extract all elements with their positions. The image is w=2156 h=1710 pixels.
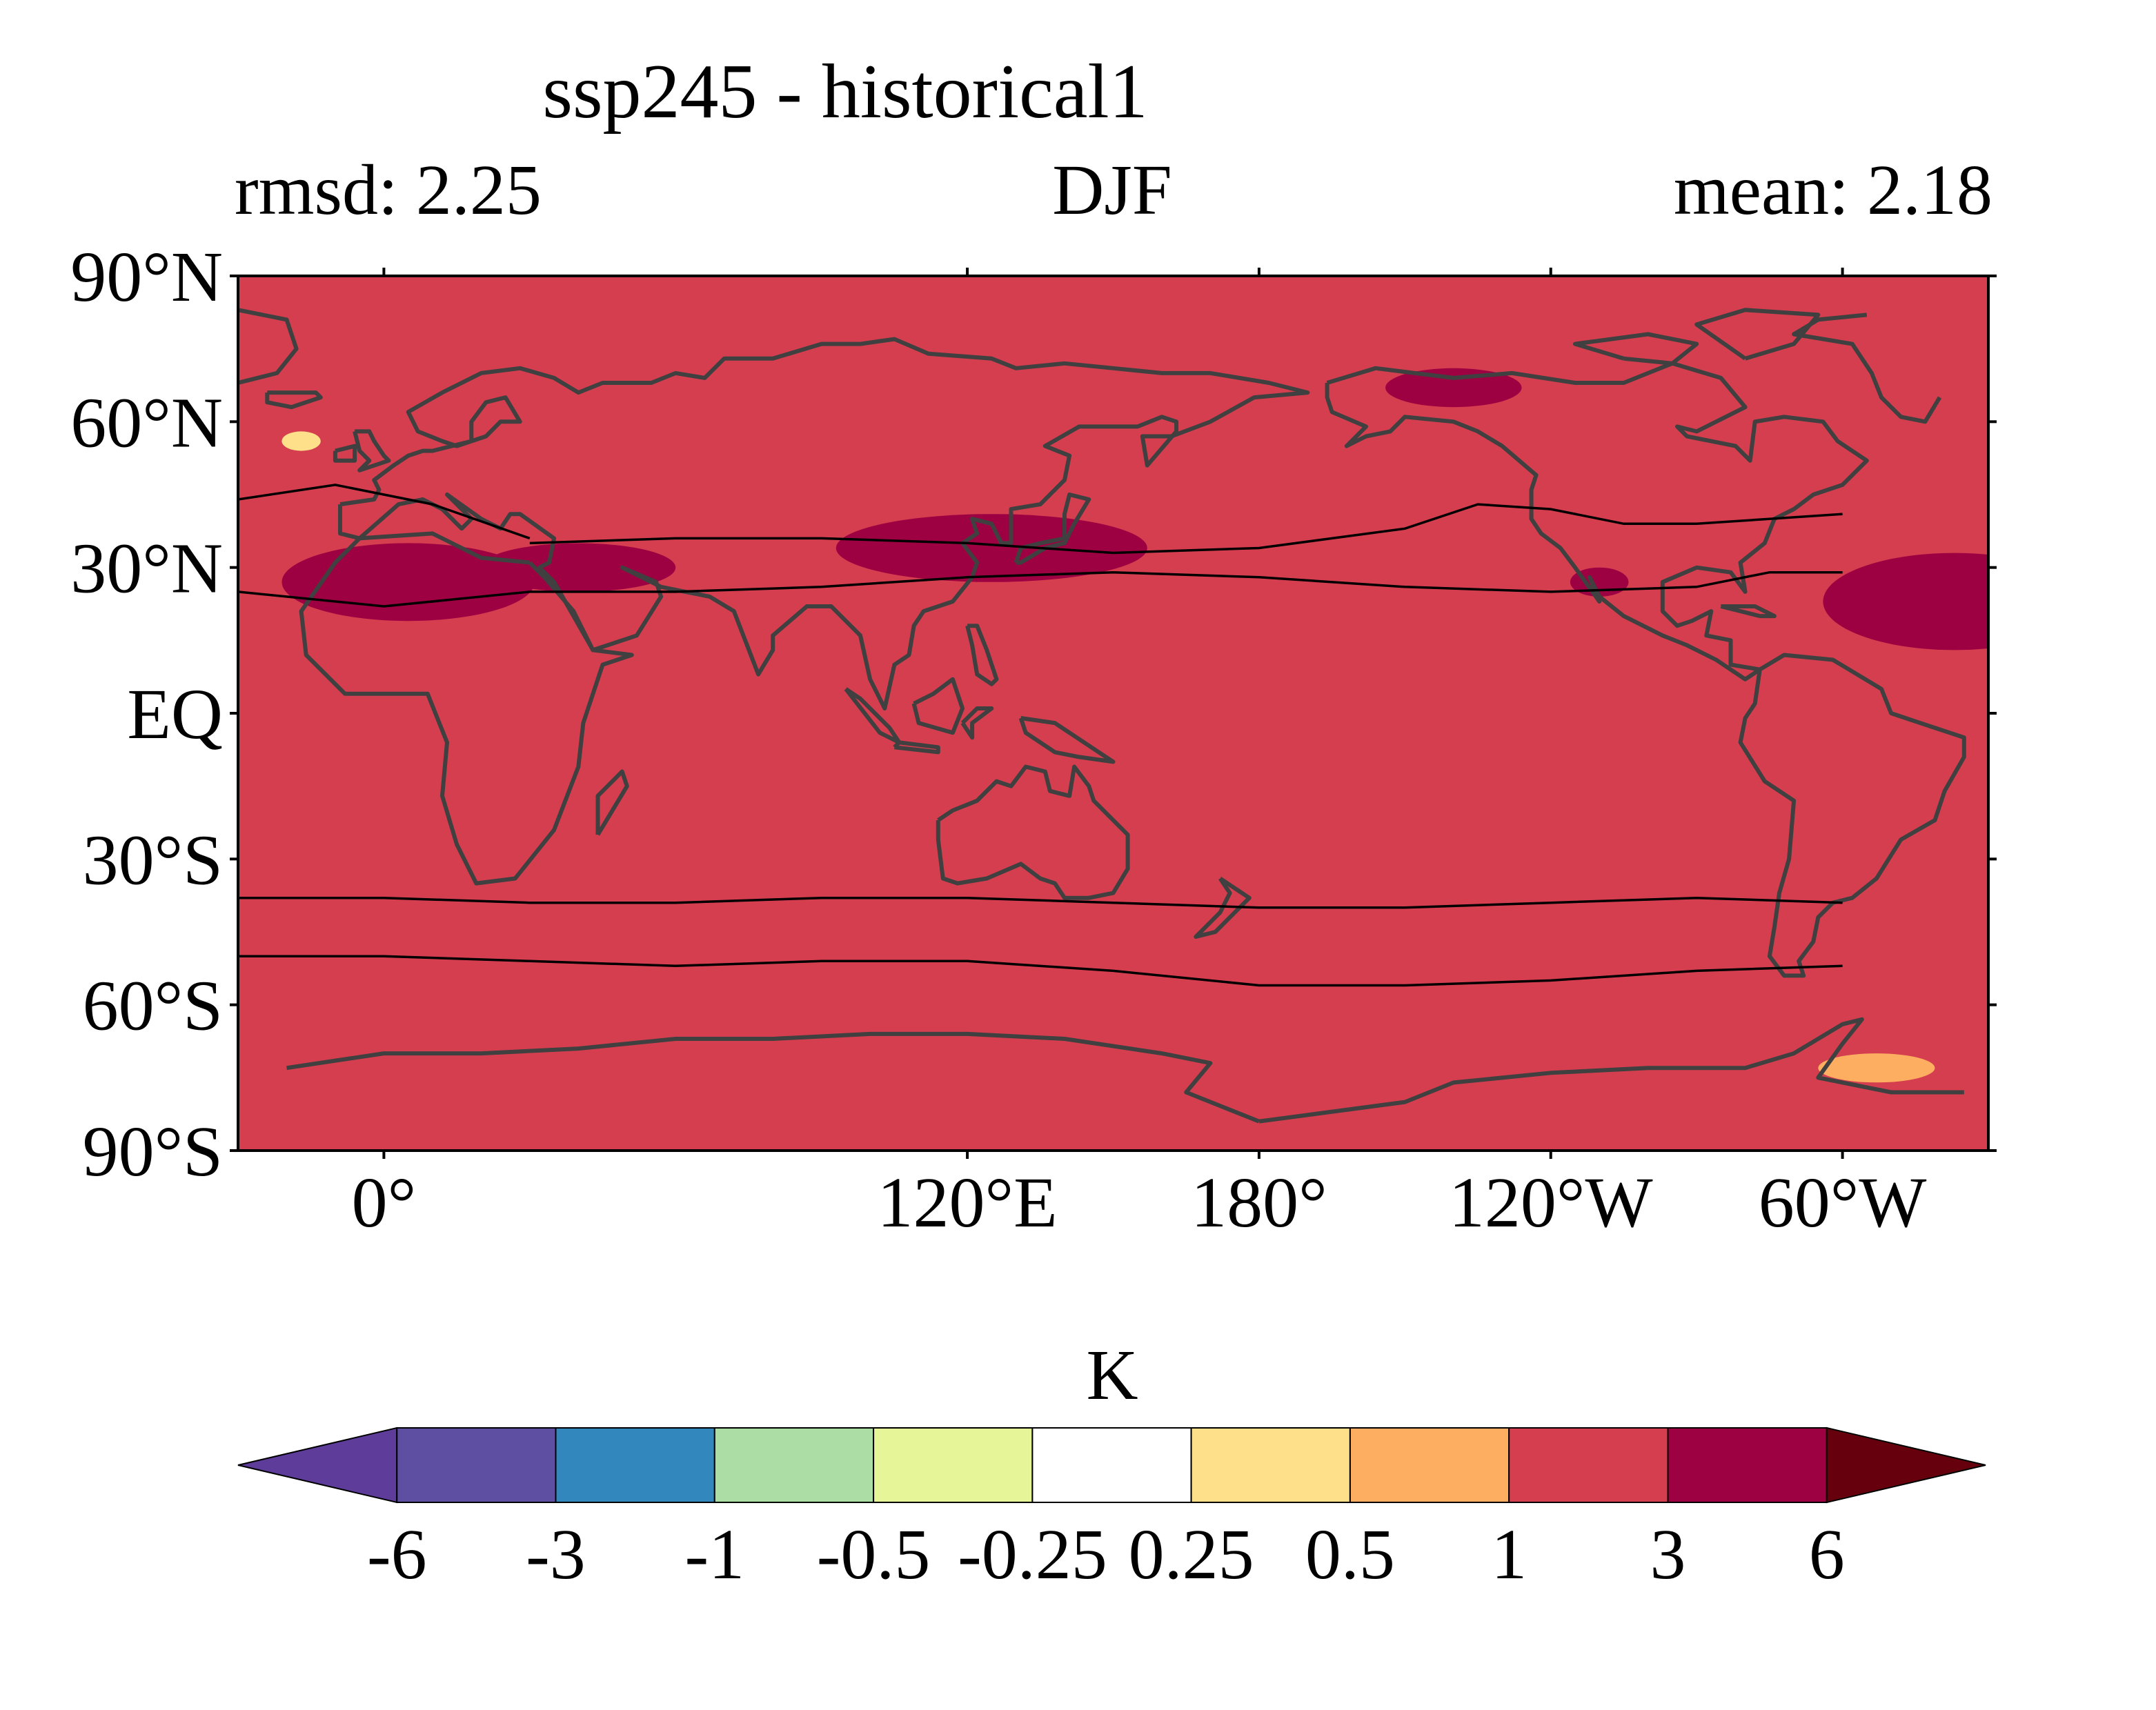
colorbar-segment	[1667, 1427, 1828, 1503]
coastline	[911, 677, 965, 735]
colorbar: K -6 -3 -1 -0.5 -0.25 0.25 0.5 1 3 6	[237, 1335, 1986, 1594]
jet-line-sh-south	[238, 955, 1843, 987]
colorbar-segment	[555, 1427, 715, 1503]
coastline	[893, 740, 940, 755]
colorbar-tick-label: -1	[684, 1515, 744, 1594]
colorbar-tick-label: -0.25	[958, 1515, 1107, 1594]
lon-tick-label: 0°	[352, 1163, 417, 1242]
coastline	[1694, 308, 1821, 361]
colorbar-tick-label: -0.5	[817, 1515, 931, 1594]
colorbar-segment	[873, 1427, 1034, 1503]
axis-ticks	[230, 268, 1997, 1159]
coastline	[965, 624, 999, 686]
colorbar-tick-label: -6	[367, 1515, 427, 1594]
colorbar-segment	[1190, 1427, 1351, 1503]
coastline	[936, 764, 1130, 900]
coastline	[960, 706, 994, 740]
jet-line-nh-south	[238, 570, 1843, 608]
coastline	[595, 769, 629, 836]
lat-tick-label: 60°N	[70, 383, 223, 462]
jet-line-sh-north	[238, 896, 1843, 909]
colorbar-segment	[396, 1427, 557, 1503]
colorbar-tick-label: 1	[1491, 1515, 1527, 1594]
coastline	[333, 444, 357, 463]
colorbar-segment	[713, 1427, 875, 1503]
mean-label: mean: 2.18	[1674, 150, 1992, 230]
coastline	[1018, 716, 1116, 764]
lat-tick-label: 30°S	[83, 820, 223, 899]
coastline	[338, 337, 1310, 710]
colorbar-tick-label: 0.25	[1129, 1515, 1254, 1594]
colorbar-segment	[1508, 1427, 1669, 1503]
coastline	[1720, 604, 1777, 619]
coastline	[1573, 332, 1699, 366]
lat-tick-label: 60°S	[83, 966, 223, 1046]
coastline	[844, 687, 902, 745]
figure-title: ssp245 - historical1	[542, 49, 1147, 135]
lon-tick-label: 60°W	[1759, 1163, 1927, 1242]
coastline	[1194, 877, 1252, 939]
colorbar-tick-label: 6	[1809, 1515, 1845, 1594]
lon-tick-label: 180°	[1191, 1163, 1327, 1242]
colorbar-tick-label: -3	[526, 1515, 586, 1594]
jet-line-nh-north	[238, 484, 1843, 555]
coastline	[299, 531, 634, 886]
lat-tick-label: 30°N	[70, 529, 223, 608]
colorbar-over-extension	[1826, 1426, 1986, 1504]
colorbar-under-extension	[237, 1426, 398, 1504]
anomaly-region	[1823, 553, 1988, 650]
map-background	[238, 276, 1988, 1151]
lat-tick-label: 90°N	[70, 237, 223, 317]
colorbar-segment	[1349, 1427, 1510, 1503]
coastlines	[238, 308, 1966, 1124]
coastline	[286, 1017, 1964, 1124]
coastline	[265, 390, 323, 410]
colorbar-segment	[1031, 1427, 1192, 1503]
lat-tick-label: EQ	[127, 675, 223, 754]
anomaly-region	[281, 431, 321, 451]
anomaly-region	[1818, 1053, 1935, 1083]
anomaly-region	[1385, 368, 1522, 408]
rmsd-label: rmsd: 2.25	[235, 150, 542, 230]
coastline	[1013, 493, 1091, 565]
lat-tick-label: 90°S	[83, 1112, 223, 1191]
colorbar-units-label: K	[1086, 1335, 1138, 1415]
lon-tick-label: 120°W	[1449, 1163, 1653, 1242]
lon-tick-label: 120°E	[878, 1163, 1058, 1242]
colorbar-tick-label: 0.5	[1305, 1515, 1395, 1594]
season-label: DJF	[1052, 150, 1171, 230]
colorbar-tick-label: 3	[1650, 1515, 1686, 1594]
jet-lines	[238, 484, 1843, 987]
coastline	[1325, 361, 1869, 682]
lon-tick-labels: 120°E 180° 120°W 60°W 0°	[352, 1163, 1927, 1242]
coastline	[353, 429, 391, 473]
coastline	[1738, 653, 1966, 978]
lat-tick-labels: 90°N 60°N 30°N EQ 30°S 60°S 90°S	[70, 237, 223, 1191]
